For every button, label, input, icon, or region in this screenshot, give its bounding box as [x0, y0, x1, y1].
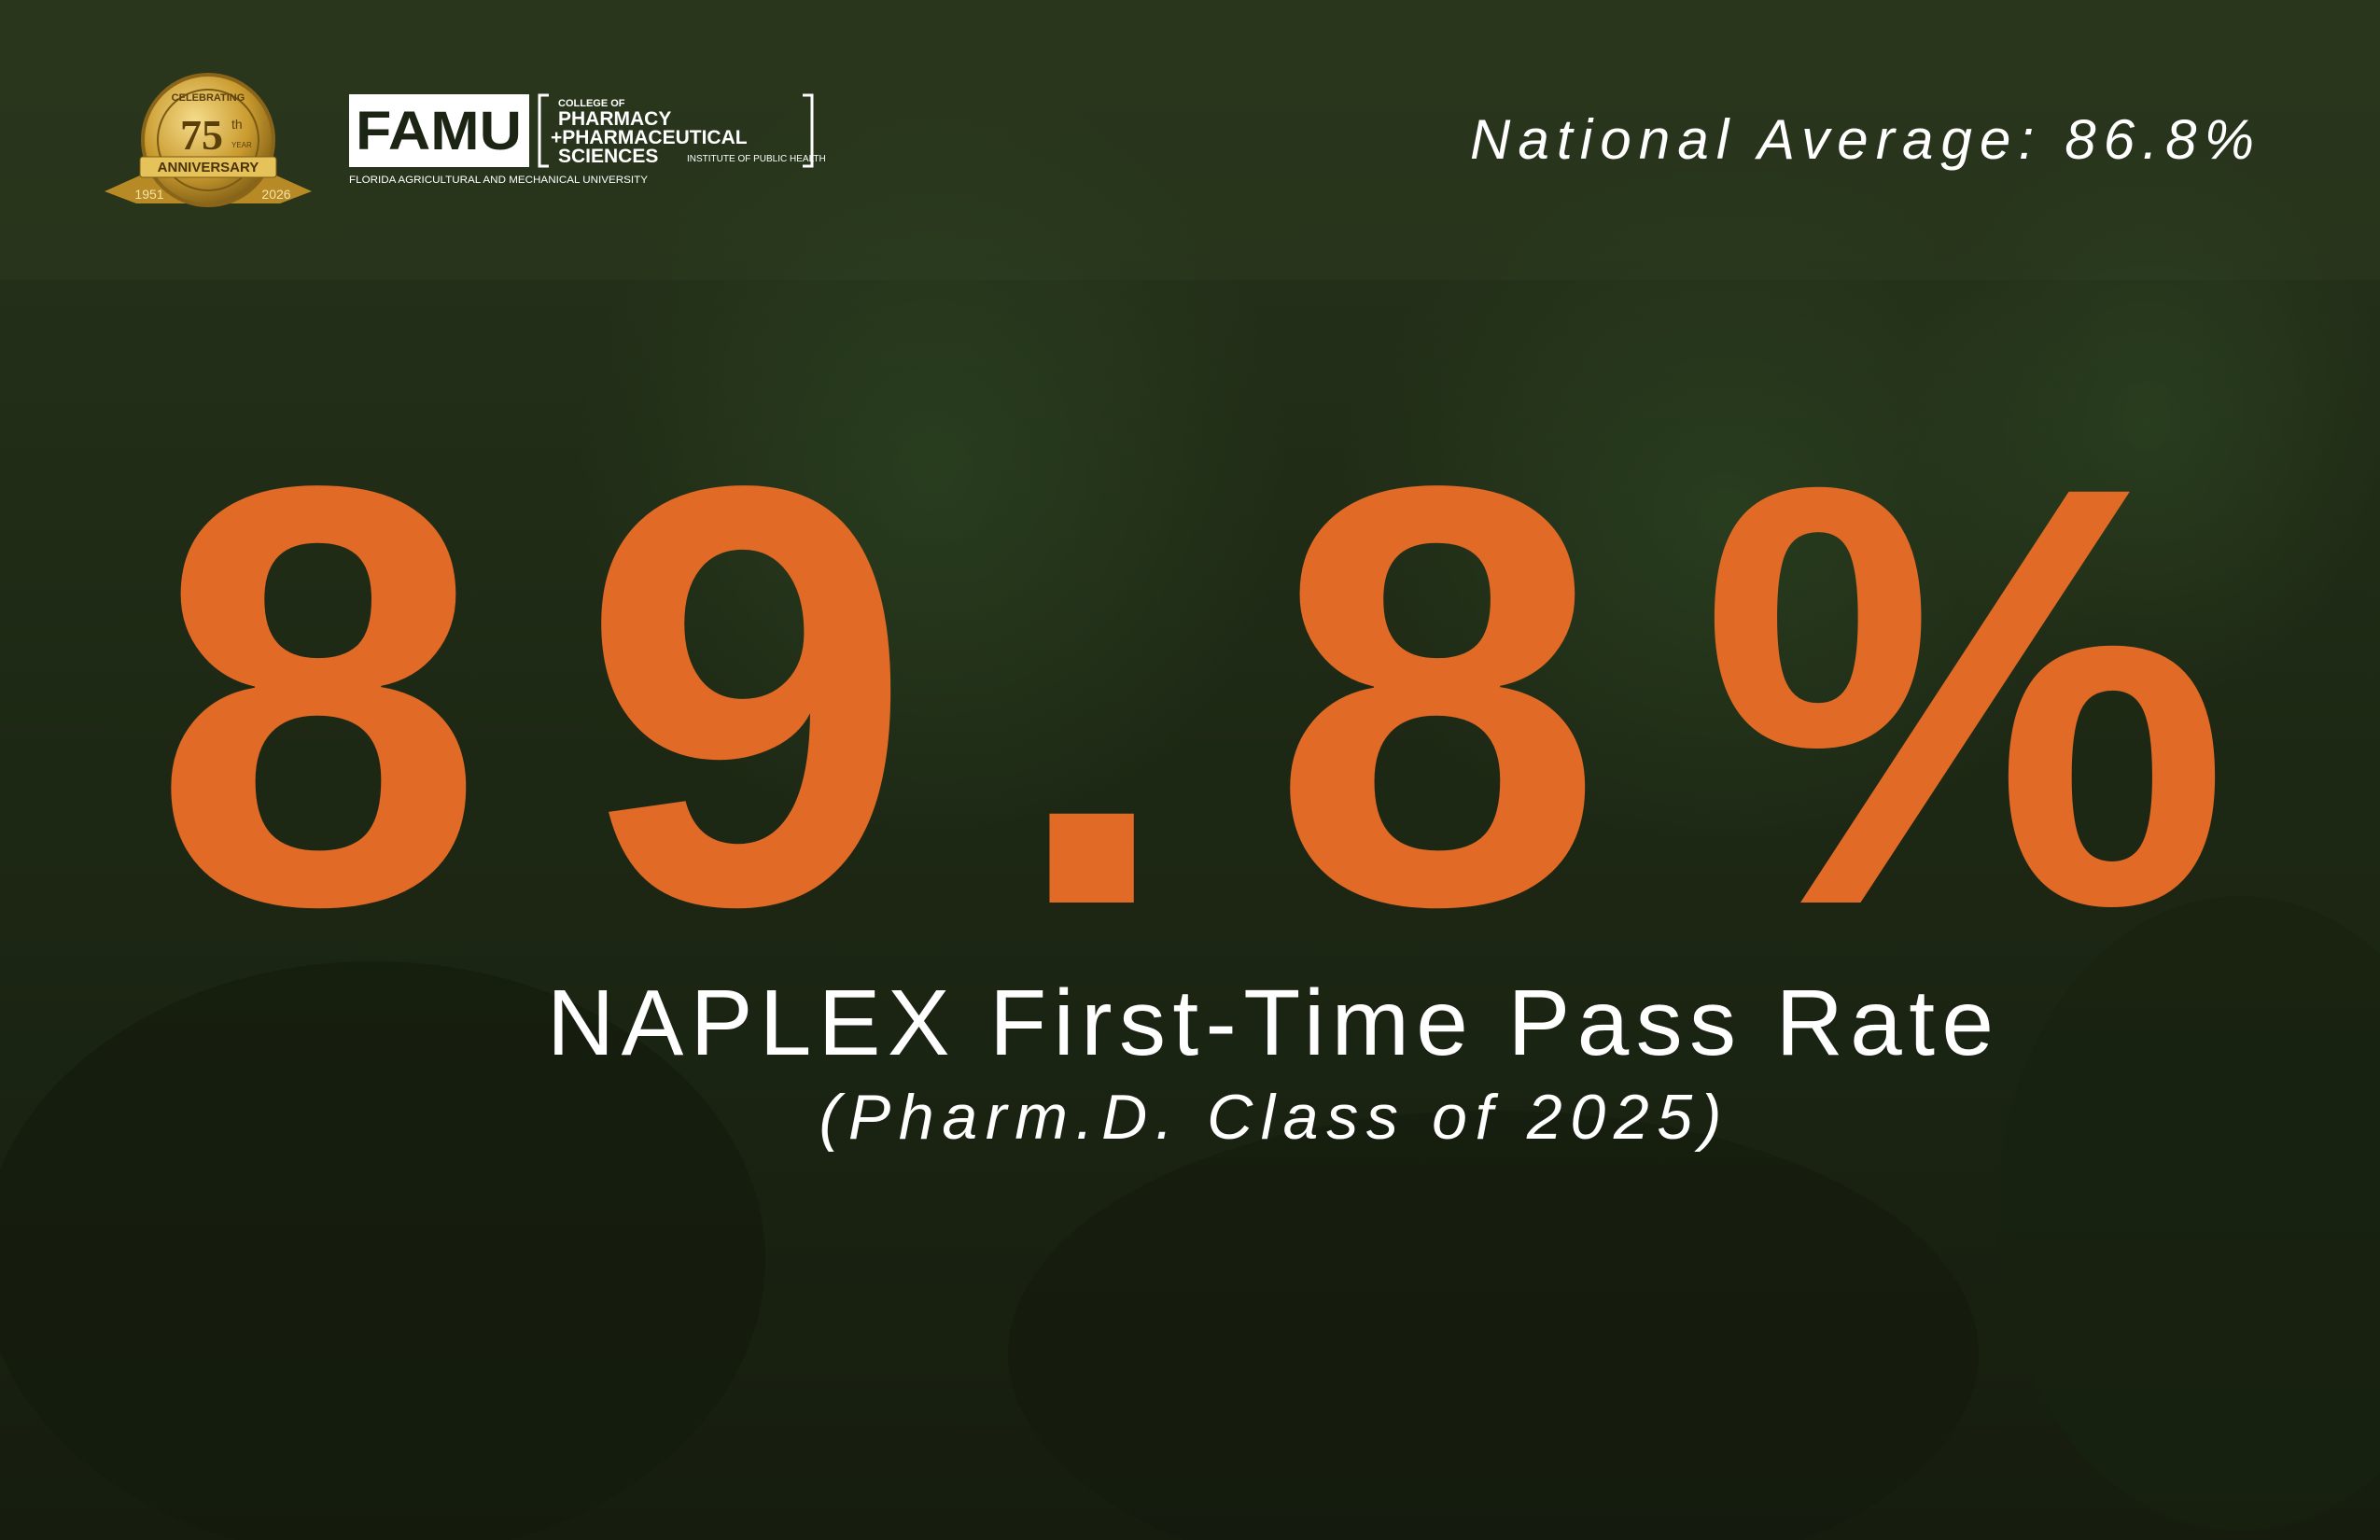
wordmark-box [349, 94, 529, 167]
badge-start-year: 1951 [134, 187, 163, 202]
badge-number: 75 [180, 111, 223, 159]
college-of: COLLEGE OF [558, 98, 625, 109]
subtitle: NAPLEX First-Time Pass Rate [547, 971, 1994, 1075]
badge-suffix: th [231, 117, 243, 132]
badge-ribbon: ANNIVERSARY [158, 160, 259, 175]
famu-logo: FAMU COLLEGE OF PHARMACY +PHARMACEUTICAL… [349, 93, 826, 186]
badge-ring [157, 89, 259, 191]
wordmark: FAMU [356, 101, 522, 161]
logo-line3: SCIENCES [558, 146, 658, 167]
logo-line2: +PHARMACEUTICAL [551, 127, 748, 148]
badge-end-year: 2026 [261, 187, 290, 202]
national-average: National Average: 86.8% [1470, 108, 2254, 171]
university: FLORIDA AGRICULTURAL AND MECHANICAL UNIV… [349, 175, 649, 186]
badge-banner [139, 156, 277, 178]
bracket-left [538, 93, 549, 168]
badge-top: CELEBRATING [172, 92, 245, 104]
anniversary-badge: CELEBRATING 75 th YEAR ANNIVERSARY 1951 … [105, 73, 312, 207]
class-note: (Pharm.D. Class of 2025) [819, 1082, 1722, 1153]
institute: INSTITUTE OF PUBLIC HEALTH [687, 154, 826, 164]
badge-year-word: YEAR [231, 141, 252, 149]
bracket-right [803, 93, 814, 168]
logo-line1: PHARMACY [558, 108, 671, 130]
